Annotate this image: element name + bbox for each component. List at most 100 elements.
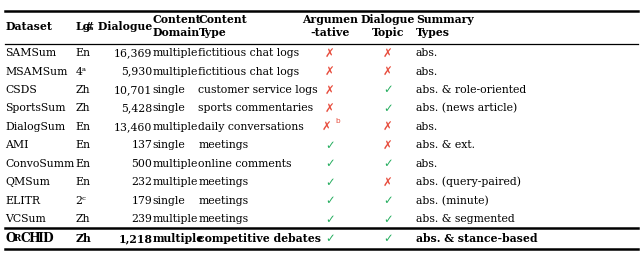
Text: single: single <box>152 85 185 95</box>
Text: sports commentaries: sports commentaries <box>198 103 314 114</box>
Text: ConvoSumm: ConvoSumm <box>5 159 74 169</box>
Text: ✗: ✗ <box>383 139 393 152</box>
Text: meetings: meetings <box>198 214 248 224</box>
Text: abs. (minute): abs. (minute) <box>416 196 489 206</box>
Text: multiple: multiple <box>152 67 198 77</box>
Text: QMSum: QMSum <box>5 177 50 187</box>
Text: online comments: online comments <box>198 159 292 169</box>
Text: Dataset: Dataset <box>5 21 52 31</box>
Text: abs. & segmented: abs. & segmented <box>416 214 515 224</box>
Text: abs.: abs. <box>416 159 438 169</box>
Text: meetings: meetings <box>198 177 248 187</box>
Text: ✗: ✗ <box>324 65 335 78</box>
Text: I: I <box>37 232 43 245</box>
Text: 179: 179 <box>132 196 152 206</box>
Text: ✓: ✓ <box>324 176 335 189</box>
Text: 2ᶜ: 2ᶜ <box>76 196 86 206</box>
Text: 16,369: 16,369 <box>114 48 152 58</box>
Text: CSDS: CSDS <box>5 85 37 95</box>
Text: # Dialogue: # Dialogue <box>85 21 152 31</box>
Text: abs.: abs. <box>416 48 438 58</box>
Text: abs.: abs. <box>416 67 438 77</box>
Text: VCSum: VCSum <box>5 214 46 224</box>
Text: ✓: ✓ <box>383 194 393 207</box>
Text: Zh: Zh <box>76 103 90 114</box>
Text: ✓: ✓ <box>324 194 335 207</box>
Text: ✓: ✓ <box>324 213 335 225</box>
Text: b: b <box>335 118 340 124</box>
Text: multiple: multiple <box>152 233 204 244</box>
Text: En: En <box>76 177 90 187</box>
Text: 5,930: 5,930 <box>121 67 152 77</box>
Text: ✗: ✗ <box>383 47 393 60</box>
Text: meetings: meetings <box>198 196 248 206</box>
Text: ✗: ✗ <box>383 176 393 189</box>
Text: abs. & role-oriented: abs. & role-oriented <box>416 85 526 95</box>
Text: abs. (news article): abs. (news article) <box>416 103 517 114</box>
Text: ✓: ✓ <box>324 157 335 170</box>
Text: ✗: ✗ <box>324 47 335 60</box>
Text: 500: 500 <box>131 159 152 169</box>
Text: multiple: multiple <box>152 159 198 169</box>
Text: En: En <box>76 122 90 132</box>
Text: SAMSum: SAMSum <box>5 48 56 58</box>
Text: Zh: Zh <box>76 214 90 224</box>
Text: Dialogue: Dialogue <box>361 14 415 25</box>
Text: ✓: ✓ <box>324 232 335 245</box>
Text: DialogSum: DialogSum <box>5 122 65 132</box>
Text: daily conversations: daily conversations <box>198 122 304 132</box>
Text: ✓: ✓ <box>324 139 335 152</box>
Text: multiple: multiple <box>152 48 198 58</box>
Text: 232: 232 <box>131 177 152 187</box>
Text: abs. & stance-based: abs. & stance-based <box>416 233 538 244</box>
Text: competitive debates: competitive debates <box>198 233 321 244</box>
Text: 1,218: 1,218 <box>118 233 152 244</box>
Text: Argumen: Argumen <box>301 14 358 25</box>
Text: Lg.: Lg. <box>76 21 95 31</box>
Text: En: En <box>76 48 90 58</box>
Text: 13,460: 13,460 <box>114 122 152 132</box>
Text: abs. (query-paired): abs. (query-paired) <box>416 177 521 188</box>
Text: ✗: ✗ <box>383 120 393 133</box>
Text: 4ᵃ: 4ᵃ <box>76 67 86 77</box>
Text: multiple: multiple <box>152 177 198 187</box>
Text: Content: Content <box>198 14 247 25</box>
Text: abs.: abs. <box>416 122 438 132</box>
Text: D: D <box>42 232 53 245</box>
Text: ✗: ✗ <box>324 84 335 96</box>
Text: En: En <box>76 159 90 169</box>
Text: 10,701: 10,701 <box>114 85 152 95</box>
Text: Content: Content <box>152 14 201 25</box>
Text: ✗: ✗ <box>321 120 332 133</box>
Text: multiple: multiple <box>152 122 198 132</box>
Text: R: R <box>13 234 20 243</box>
Text: ELITR: ELITR <box>5 196 40 206</box>
Text: 239: 239 <box>131 214 152 224</box>
Text: fictitious chat logs: fictitious chat logs <box>198 67 300 77</box>
Text: ✓: ✓ <box>383 157 393 170</box>
Text: MSAMSum: MSAMSum <box>5 67 67 77</box>
Text: single: single <box>152 196 185 206</box>
Text: 5,428: 5,428 <box>121 103 152 114</box>
Text: C: C <box>20 232 30 245</box>
Text: meetings: meetings <box>198 140 248 150</box>
Text: ✓: ✓ <box>383 84 393 96</box>
Text: fictitious chat logs: fictitious chat logs <box>198 48 300 58</box>
Text: Summary: Summary <box>416 14 474 25</box>
Text: 137: 137 <box>131 140 152 150</box>
Text: abs. & ext.: abs. & ext. <box>416 140 475 150</box>
Text: ✓: ✓ <box>383 213 393 225</box>
Text: Topic: Topic <box>372 27 404 38</box>
Text: Types: Types <box>416 27 450 38</box>
Text: AMI: AMI <box>5 140 29 150</box>
Text: SportsSum: SportsSum <box>5 103 66 114</box>
Text: single: single <box>152 103 185 114</box>
Text: En: En <box>76 140 90 150</box>
Text: -tative: -tative <box>310 27 349 38</box>
Text: Zh: Zh <box>76 233 92 244</box>
Text: ✗: ✗ <box>383 65 393 78</box>
Text: O: O <box>5 232 16 245</box>
Text: customer service logs: customer service logs <box>198 85 318 95</box>
Text: Type: Type <box>198 27 226 38</box>
Text: ✗: ✗ <box>324 102 335 115</box>
